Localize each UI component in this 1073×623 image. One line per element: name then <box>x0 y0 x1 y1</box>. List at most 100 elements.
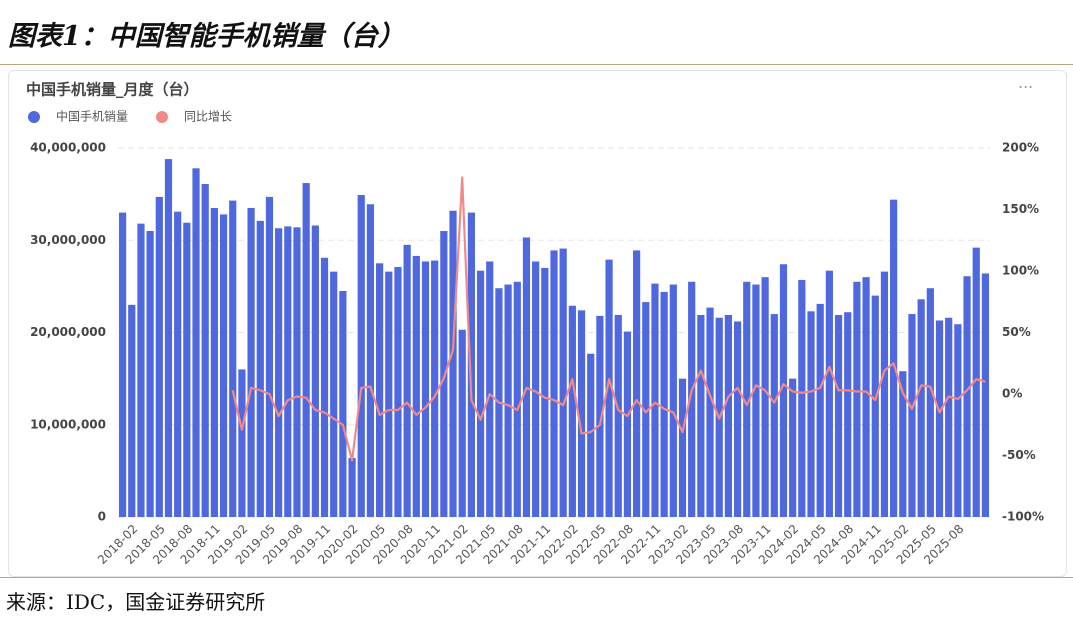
y2-tick-label: 200% <box>1002 141 1039 155</box>
y2-tick-label: 50% <box>1002 325 1031 339</box>
bar <box>128 304 136 517</box>
bar <box>770 314 778 517</box>
bar <box>651 283 659 517</box>
bar <box>513 281 521 517</box>
bar <box>403 244 411 518</box>
bar <box>834 314 843 517</box>
bar <box>284 226 292 517</box>
bar <box>853 281 861 517</box>
line <box>231 176 986 462</box>
bar <box>412 255 420 517</box>
y-tick-label: 10,000,000 <box>30 417 106 431</box>
bar <box>201 183 209 518</box>
bar <box>366 204 375 517</box>
bar <box>733 321 742 517</box>
bar <box>954 324 962 517</box>
bar <box>522 237 531 518</box>
bar <box>688 281 696 517</box>
source: 来源：IDC，国金证券研究所 <box>6 590 266 614</box>
bar <box>476 270 485 517</box>
bar <box>825 270 833 517</box>
bar <box>917 299 925 517</box>
bar <box>807 311 815 517</box>
bar <box>118 212 127 517</box>
bar <box>164 159 173 517</box>
y2-tick-label: 100% <box>1002 264 1039 278</box>
bar <box>697 314 705 517</box>
legend-label: 中国手机销量 <box>56 109 128 124</box>
bar <box>330 271 338 517</box>
menu-icon[interactable]: ··· <box>1018 78 1033 97</box>
bar <box>504 284 512 517</box>
bar <box>890 199 898 517</box>
bar <box>935 320 944 517</box>
bar <box>532 261 540 517</box>
bar <box>706 307 714 517</box>
bar <box>596 315 604 517</box>
bar <box>880 271 889 517</box>
bar <box>339 290 347 517</box>
bar <box>265 196 274 517</box>
bar <box>678 378 687 517</box>
y-tick-label: 20,000,000 <box>30 325 106 339</box>
bar <box>926 288 934 517</box>
bar <box>587 353 595 517</box>
bar <box>219 214 228 518</box>
footer: 来源：IDC，国金证券研究所 <box>0 577 1073 614</box>
bar <box>550 250 558 517</box>
bar <box>275 228 283 517</box>
bar <box>605 259 613 517</box>
bar <box>660 291 668 517</box>
header-title: 图表1：中国智能手机销量（台） <box>8 21 405 52</box>
bar <box>761 277 769 517</box>
y2-tick-label: 150% <box>1002 202 1039 216</box>
bar <box>320 257 329 517</box>
bar <box>559 248 567 518</box>
bar <box>357 195 365 518</box>
bar <box>577 310 586 517</box>
bar <box>724 314 732 517</box>
bar <box>669 284 677 517</box>
bar <box>844 312 852 517</box>
bar <box>798 279 806 517</box>
y2-tick-label: -50% <box>1002 448 1036 462</box>
bar <box>963 276 971 517</box>
bar <box>431 260 439 517</box>
bar <box>862 277 870 517</box>
y-tick-label: 30,000,000 <box>30 233 106 247</box>
bar <box>972 247 980 517</box>
chart-title: 中国手机销量_月度（台） <box>26 81 199 99</box>
bar <box>210 207 218 517</box>
y-tick-label: 0 <box>98 510 106 524</box>
bar <box>449 210 457 518</box>
y2-tick-label: 0% <box>1002 387 1022 401</box>
bar <box>192 168 200 518</box>
bar <box>541 267 549 517</box>
bar <box>421 261 430 517</box>
bar <box>908 314 916 517</box>
bar <box>899 371 907 517</box>
bar <box>633 250 641 517</box>
bar <box>155 196 163 517</box>
bar <box>137 223 145 517</box>
y-tick-label: 40,000,000 <box>30 141 106 155</box>
bar <box>779 264 788 517</box>
bar <box>247 207 255 517</box>
bar <box>789 378 797 517</box>
bar <box>440 231 448 517</box>
bar <box>981 273 990 517</box>
bar <box>256 220 264 517</box>
bar <box>871 295 879 517</box>
bar <box>174 211 182 517</box>
bar <box>302 183 310 517</box>
bar <box>311 225 319 518</box>
bar <box>945 317 953 517</box>
bar <box>394 267 402 517</box>
bar <box>146 231 154 517</box>
bar <box>752 284 760 517</box>
bar <box>568 305 576 517</box>
bar <box>614 314 622 517</box>
bar <box>183 222 191 517</box>
bar <box>816 303 824 517</box>
